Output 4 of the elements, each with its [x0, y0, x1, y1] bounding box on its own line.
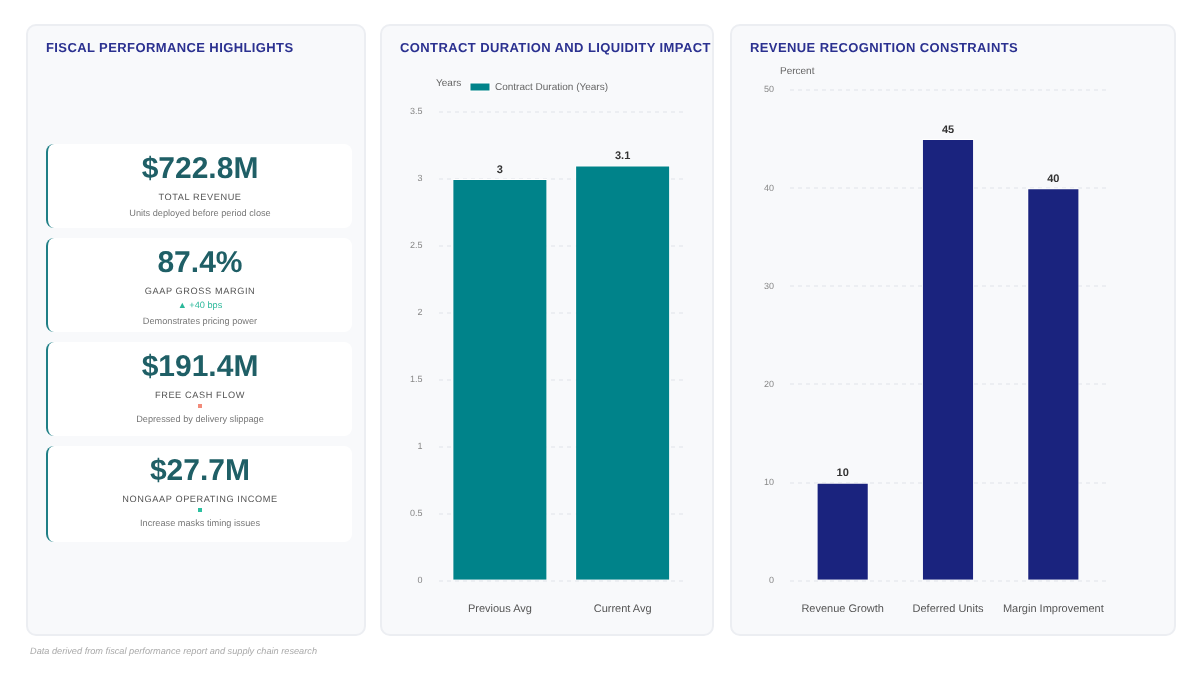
text: $722.8M: [139, 152, 261, 186]
text: 87.4%: [155, 246, 245, 280]
text: $27.7M: [147, 454, 253, 488]
text: $191.4M: [139, 350, 261, 384]
